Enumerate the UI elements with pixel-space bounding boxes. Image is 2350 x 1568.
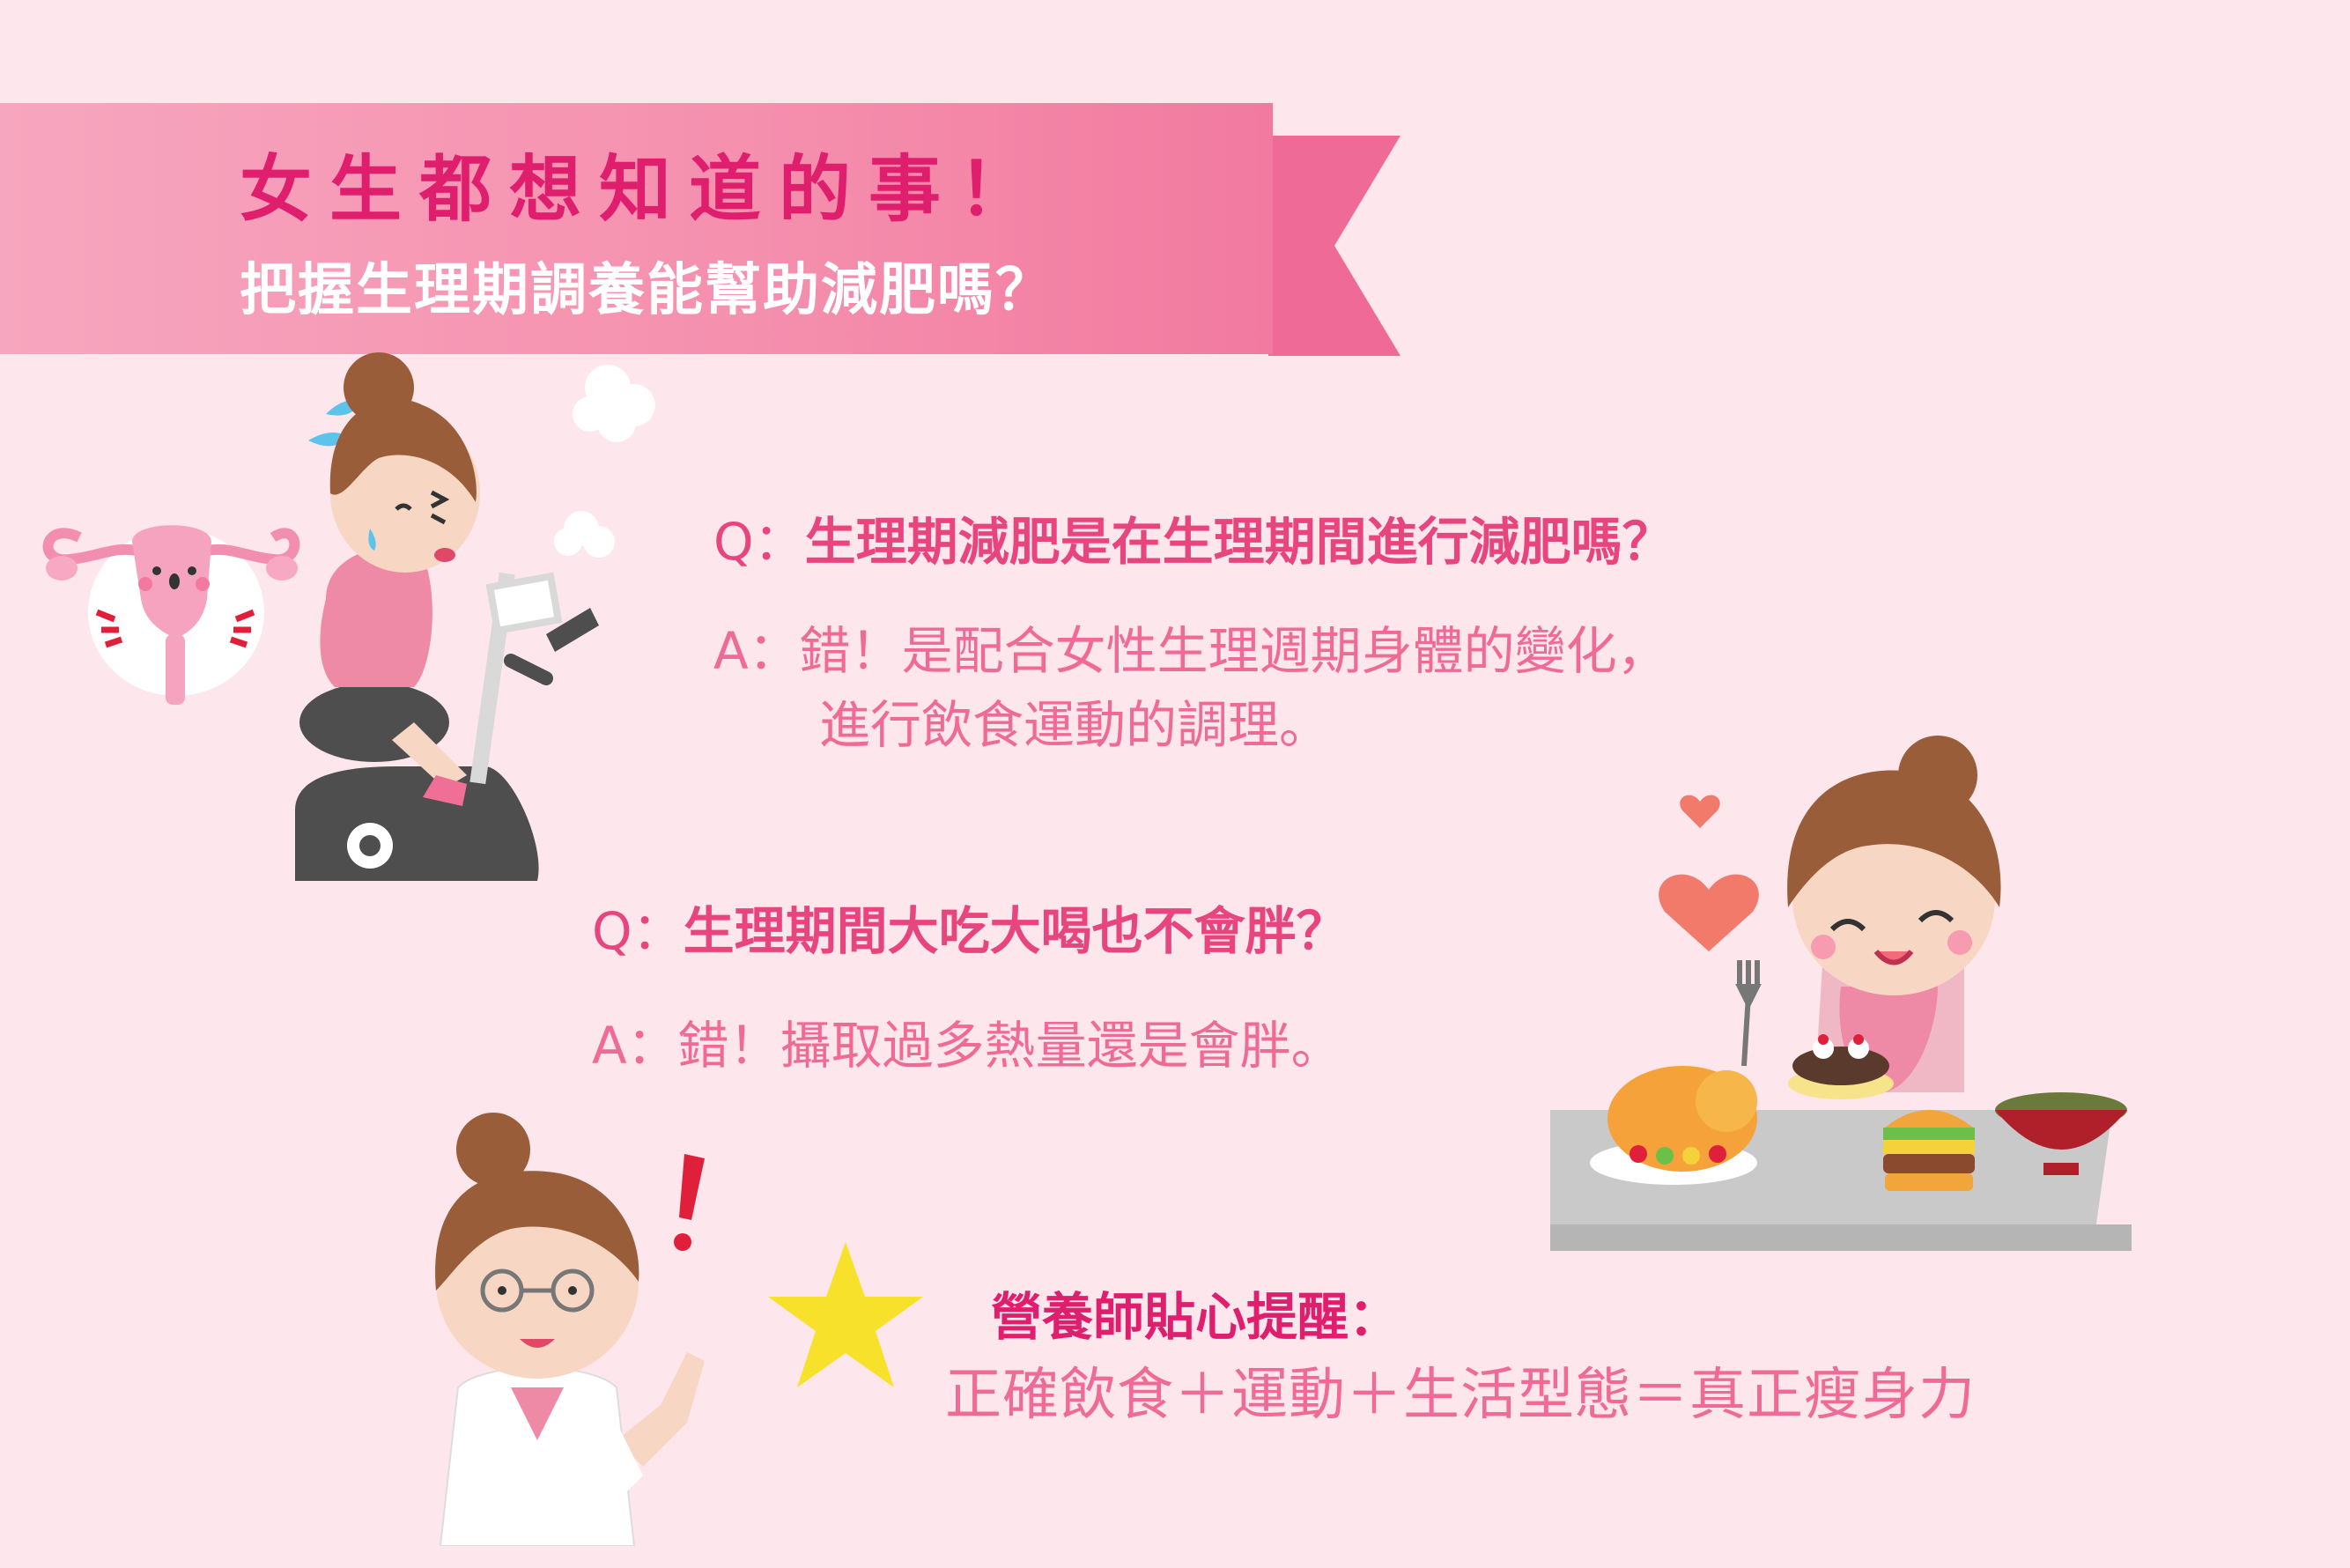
nutritionist-illustration [435, 1113, 705, 1546]
answer-1-line-1: A：錯！是配合女性生理週期身體的變化， [713, 621, 1668, 681]
question-2-text: 生理期間大吃大喝也不會胖？ [683, 901, 1348, 961]
star-icon [768, 1242, 923, 1387]
question-2: Q：生理期間大吃大喝也不會胖？ [592, 890, 1348, 964]
cloud-puff-icon [554, 365, 655, 558]
question-1-label: Q： [713, 512, 805, 572]
answer-1-line-2: 進行飲食運動的調理。 [819, 695, 1331, 755]
question-1-text: 生理期減肥是在生理期間進行減肥嗎？ [804, 512, 1674, 572]
page-title: 女生都想知道的事！ [240, 148, 1049, 232]
banner-ribbon-tail [1268, 136, 1400, 356]
exercise-bike-icon [295, 572, 599, 881]
page-subtitle: 把握生理期調養能幫助減肥嗎？ [240, 258, 1053, 323]
answer-2-line-1: A：錯！攝取過多熱量還是會胖。 [592, 1016, 1342, 1076]
question-1: Q：生理期減肥是在生理期間進行減肥嗎？ [713, 500, 1674, 574]
burger-icon [1883, 1110, 1975, 1191]
tip-text: 正確飲食＋運動＋生活型態＝真正瘦身力 [945, 1363, 1976, 1428]
exclamation-icon [674, 1154, 705, 1251]
exercise-bike-girl-illustration [295, 352, 655, 881]
banner [0, 103, 1273, 354]
cake-plate-icon [1788, 1034, 1894, 1099]
fork-icon [1735, 960, 1762, 1067]
eating-girl-illustration [1550, 736, 2132, 1251]
roast-chicken-icon [1590, 1066, 1757, 1185]
heart-icon [1659, 795, 1759, 951]
question-2-label: Q： [592, 901, 684, 961]
soup-bowl-icon [1995, 1092, 2127, 1175]
tip-title: 營養師貼心提醒： [991, 1287, 1400, 1347]
uterus-icon [42, 525, 300, 705]
